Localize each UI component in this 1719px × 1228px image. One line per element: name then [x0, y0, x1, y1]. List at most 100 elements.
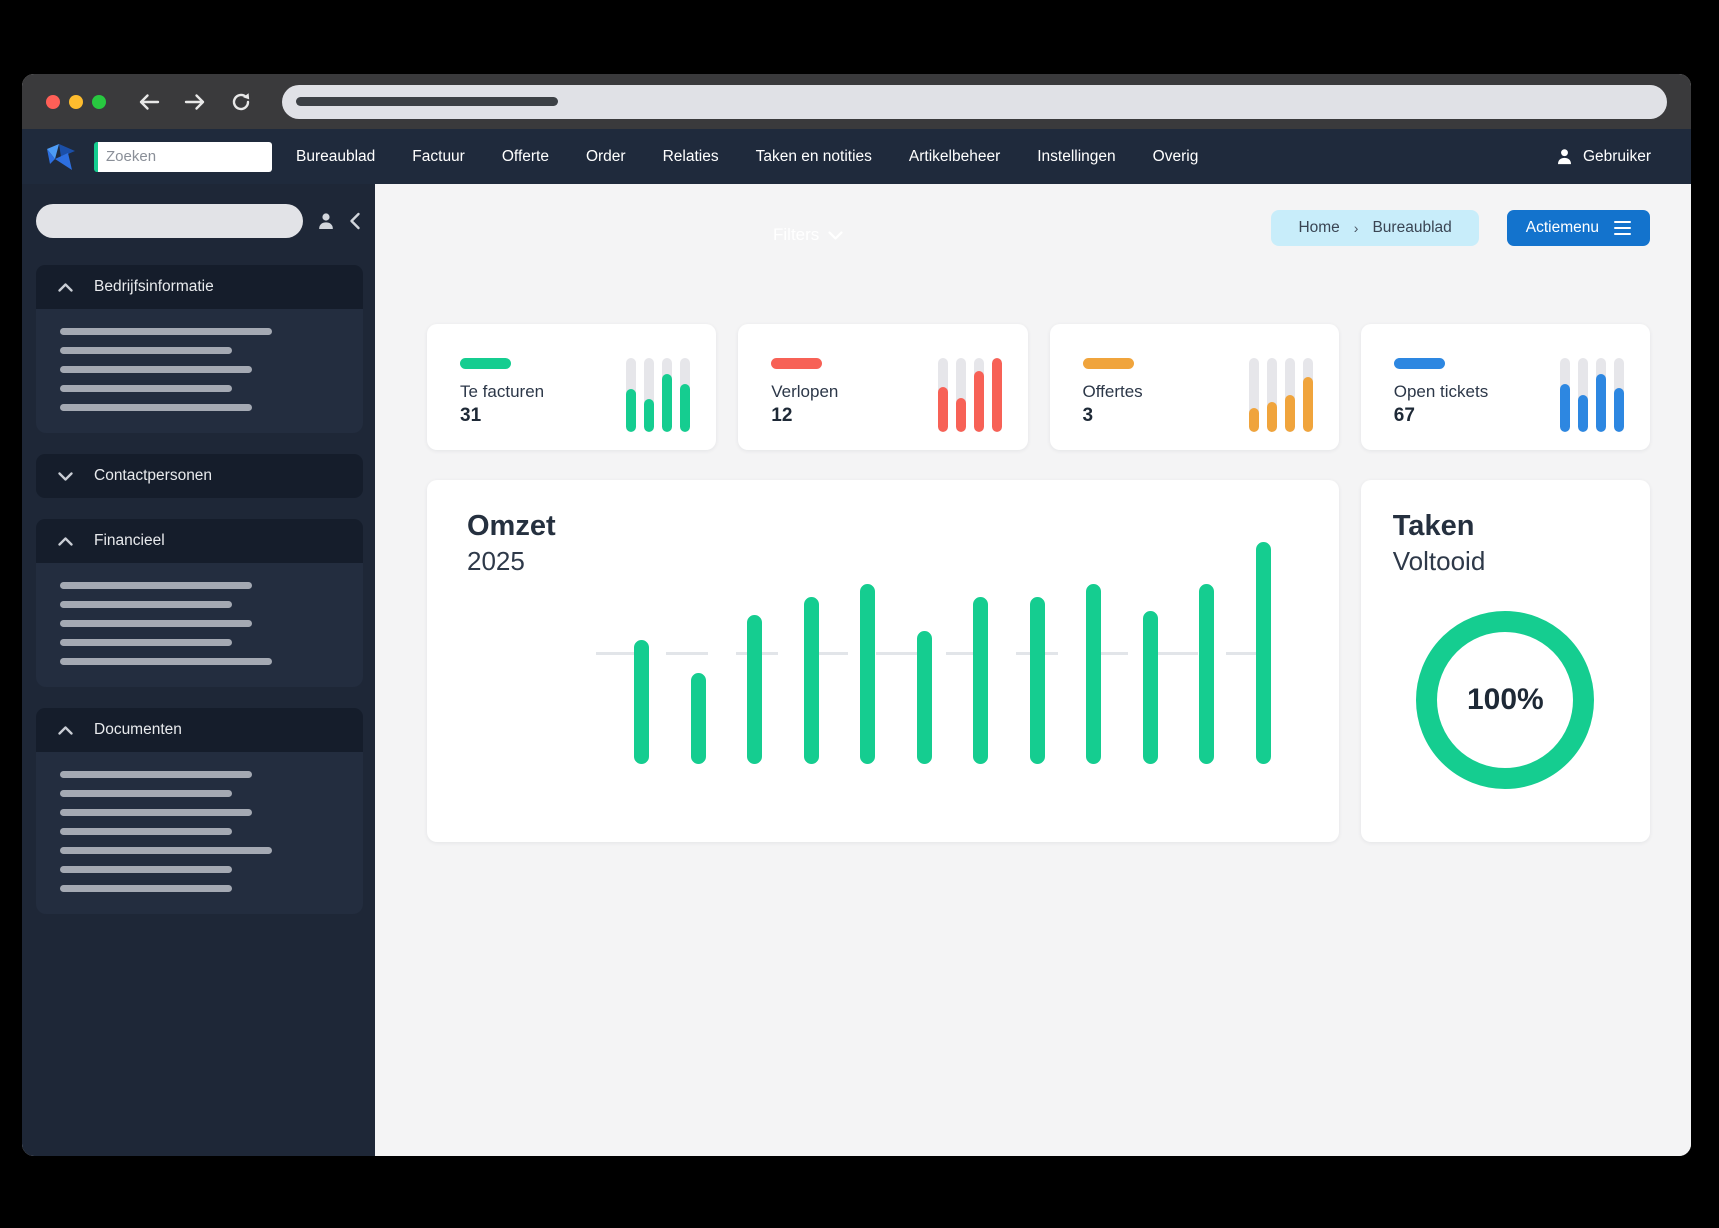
- stat-card-label: Offertes: [1082, 382, 1143, 401]
- url-placeholder-line: [296, 97, 558, 106]
- stat-card-value: 3: [1082, 405, 1094, 426]
- user-menu[interactable]: Gebruiker: [1555, 147, 1651, 166]
- mini-bar-track: [1284, 358, 1295, 432]
- mini-bar-fill: [680, 383, 691, 432]
- sidebar-section-label: Contactpersonen: [94, 467, 213, 484]
- person-icon[interactable]: [316, 211, 336, 231]
- sidebar-section-header-documenten[interactable]: Documenten: [36, 708, 363, 752]
- navbar-search-input[interactable]: [98, 141, 272, 172]
- mini-bar-fill: [1266, 402, 1277, 432]
- revenue-bar: [916, 631, 932, 764]
- stat-card-info: Te facturen 31: [460, 345, 544, 432]
- user-label: Gebruiker: [1582, 147, 1651, 165]
- nav-item-order[interactable]: Order: [585, 147, 626, 165]
- tasks-percent-value: 100%: [1467, 683, 1544, 716]
- stat-card-label: Verlopen: [771, 382, 839, 401]
- stat-card-offertes: Offertes 3: [1049, 324, 1339, 450]
- sidebar-section-header-bedrijfsinformatie[interactable]: Bedrijfsinformatie: [36, 265, 363, 309]
- mini-bar-track: [1266, 358, 1277, 432]
- forward-arrow-icon[interactable]: [184, 93, 206, 111]
- traffic-lights: [46, 94, 106, 109]
- mini-bar-fill: [973, 370, 984, 432]
- chevron-up-icon: [58, 725, 73, 735]
- browser-nav-buttons: [138, 91, 252, 113]
- stat-card-mini-chart: [1560, 351, 1624, 432]
- nav-item-overig[interactable]: Overig: [1152, 147, 1199, 165]
- maximize-window-button[interactable]: [92, 94, 106, 109]
- nav-item-factuur[interactable]: Factuur: [412, 147, 465, 165]
- app-navbar: Bureaublad Factuur Offerte Order Relaties Tak…: [22, 129, 1691, 184]
- sidebar-section-panel: [36, 752, 363, 914]
- app-logo-icon: [47, 143, 75, 170]
- back-arrow-icon[interactable]: [138, 93, 160, 111]
- mini-bar-fill: [1284, 395, 1295, 432]
- action-menu-button[interactable]: Actiemenu: [1506, 210, 1650, 246]
- hamburger-icon: [1614, 220, 1631, 236]
- nav-item-artikelbeheer[interactable]: Artikelbeheer: [908, 147, 1001, 165]
- sidebar-section-panel: [36, 309, 363, 433]
- nav-item-bureaublad[interactable]: Bureaublad: [296, 147, 376, 165]
- nav-item-relaties[interactable]: Relaties: [662, 147, 719, 165]
- sidebar-section-panel: [36, 563, 363, 687]
- stat-card-info: Open tickets 67: [1393, 345, 1488, 432]
- stat-card-mini-chart: [937, 351, 1002, 432]
- stat-card-label: Te facturen: [460, 382, 545, 401]
- breadcrumb-separator: ›: [1353, 220, 1359, 236]
- skeleton-line: [60, 620, 252, 627]
- sidebar-section-financieel: Financieel: [36, 519, 363, 687]
- nav-item-instellingen[interactable]: Instellingen: [1037, 147, 1116, 165]
- stat-card-info: Offertes 3: [1082, 345, 1143, 432]
- sidebar-section-header-financieel[interactable]: Financieel: [36, 519, 363, 563]
- stat-card-mini-chart: [1248, 351, 1313, 432]
- mini-bar-track: [1560, 358, 1570, 432]
- revenue-bar: [803, 597, 819, 764]
- chevron-down-icon: [58, 471, 73, 481]
- breadcrumb-item-bureaublad[interactable]: Bureaublad: [1372, 219, 1452, 236]
- stat-card-mini-chart: [626, 351, 691, 432]
- stat-cards-row: Te facturen 31 Verlopen 12 Offertes 3 Open tic…: [427, 324, 1650, 450]
- stat-card-open-tickets: Open tickets 67: [1360, 324, 1650, 450]
- breadcrumb-item-home[interactable]: Home: [1298, 219, 1340, 236]
- revenue-bar: [1255, 542, 1271, 764]
- revenue-bar: [1029, 597, 1045, 764]
- mini-bar-track: [1596, 358, 1606, 432]
- reload-icon[interactable]: [230, 91, 252, 113]
- tasks-card-title: Taken: [1392, 510, 1475, 542]
- skeleton-line: [60, 866, 232, 873]
- mini-bar-track: [1578, 358, 1588, 432]
- nav-item-taken-en-notities[interactable]: Taken en notities: [755, 147, 872, 165]
- sidebar-section-header-contactpersonen[interactable]: Contactpersonen: [36, 454, 363, 498]
- mini-bar-track: [991, 358, 1002, 432]
- revenue-chart-title: Omzet: [467, 510, 556, 542]
- page-header: Home › Bureaublad Actiemenu: [427, 210, 1650, 246]
- filters-dropdown[interactable]: Filters: [773, 225, 843, 245]
- url-bar[interactable]: [282, 84, 1667, 119]
- skeleton-line: [60, 366, 252, 373]
- skeleton-line: [60, 385, 232, 392]
- stat-card-value: 12: [771, 405, 793, 426]
- sidebar-section-bedrijfsinformatie: Bedrijfsinformatie: [36, 265, 363, 433]
- user-icon: [1557, 149, 1571, 165]
- mini-bar-track: [662, 358, 673, 432]
- minimize-window-button[interactable]: [69, 94, 83, 109]
- sidebar-search-input[interactable]: [36, 204, 303, 238]
- widgets-row: Omzet 2025 Taken Voltooid 100%: [427, 480, 1650, 842]
- skeleton-line: [60, 790, 232, 797]
- skeleton-line: [60, 601, 232, 608]
- mini-bar-fill: [662, 374, 673, 432]
- collapse-sidebar-icon[interactable]: [349, 212, 361, 230]
- revenue-bar: [1199, 584, 1215, 764]
- revenue-bar: [634, 640, 649, 764]
- skeleton-line: [60, 847, 272, 854]
- close-window-button[interactable]: [46, 94, 60, 109]
- nav-item-offerte[interactable]: Offerte: [501, 147, 549, 165]
- skeleton-line: [60, 885, 232, 892]
- action-menu-label: Actiemenu: [1525, 219, 1599, 236]
- mini-bar-track: [1302, 358, 1313, 432]
- sidebar-section-label: Bedrijfsinformatie: [94, 278, 214, 295]
- mini-bar-fill: [937, 386, 948, 432]
- skeleton-line: [60, 404, 252, 411]
- stat-card-value: 67: [1393, 405, 1415, 426]
- sidebar-section-documenten: Documenten: [36, 708, 363, 914]
- sidebar-sections: Bedrijfsinformatie Contactpersonen Financi…: [36, 265, 363, 914]
